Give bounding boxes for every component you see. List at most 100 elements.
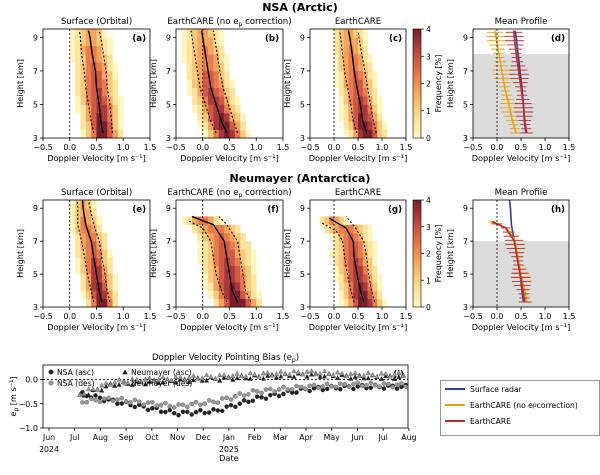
scatter-point [370, 372, 376, 377]
heat-cell [229, 298, 236, 308]
scatter-point [298, 384, 304, 390]
heat-cell [208, 232, 214, 242]
scatter-point [294, 390, 299, 395]
heat-cell [338, 216, 344, 225]
heat-cell [75, 104, 81, 114]
heat-cell [80, 232, 87, 242]
heat-cell [107, 62, 113, 72]
heat-cell [338, 54, 344, 63]
scatter-point [378, 376, 384, 381]
scatter-point [102, 396, 107, 401]
heat-cell [218, 29, 225, 38]
scatter-point [206, 410, 212, 415]
y-tick-label: 5 [166, 100, 171, 109]
heat-cell [218, 104, 225, 114]
heat-cell [75, 265, 81, 275]
heat-cell [234, 224, 241, 234]
heat-cell [250, 249, 257, 258]
heat-cell [348, 298, 354, 308]
legend-item: Surface radar [441, 381, 599, 397]
heat-cell [343, 37, 349, 47]
scatter-point [173, 374, 179, 379]
heat-cell [372, 282, 378, 291]
heat-cell [229, 257, 236, 267]
panel-title: EarthCARE [335, 17, 381, 27]
heat-cell [213, 232, 220, 242]
scatter-point [259, 395, 264, 400]
heat-cell [353, 121, 359, 130]
heat-cell [117, 121, 124, 130]
heat-cell [91, 224, 97, 234]
heat-cell [218, 224, 225, 234]
scatter-point [99, 382, 105, 388]
heat-cell [192, 224, 198, 234]
heat-cell [202, 257, 209, 267]
heat-cell [101, 274, 108, 283]
heat-cell [186, 62, 193, 72]
y-axis-label: Height [km] [445, 59, 455, 108]
heat-cell [329, 216, 335, 225]
x-tick-label: 1.5 [400, 312, 413, 321]
heat-cell [229, 87, 236, 97]
heat-cell [91, 112, 97, 122]
panel-title: Mean Profile [495, 17, 548, 27]
heat-cell [367, 257, 373, 267]
heat-cell [334, 257, 340, 267]
scatter-point [300, 371, 306, 377]
heat-cell [367, 87, 373, 97]
scatter-point [221, 374, 227, 380]
scatter-point [254, 389, 260, 394]
legend-label: Neumayer (des) [131, 379, 192, 388]
heat-cell [213, 274, 220, 283]
heat-cell [319, 216, 325, 225]
heat-cell [192, 104, 198, 114]
heat-cell [197, 121, 204, 130]
x-tick-label: 1.5 [277, 312, 290, 321]
series-line-2 [491, 220, 526, 303]
scatter-point [321, 373, 328, 379]
x-tick-label: 1.5 [144, 143, 157, 152]
heat-cell [96, 87, 103, 97]
heat-cell [107, 257, 113, 267]
scatter-point [202, 410, 208, 416]
heat-cell [250, 265, 257, 275]
heat-cell [362, 265, 368, 275]
median-line [191, 215, 239, 303]
heat-cell [69, 208, 76, 217]
heat-cell [112, 87, 119, 97]
heat-cell [348, 257, 354, 267]
scatter-point [278, 373, 284, 379]
heat-cell [358, 282, 364, 291]
scatter-point [324, 381, 330, 387]
heat-cell [202, 79, 209, 88]
scatter-point [307, 383, 312, 389]
scatter-point [265, 372, 271, 378]
colorbar-label: Frequency [%] [434, 225, 443, 283]
heat-cell [348, 62, 354, 72]
x-tick-label: 0.5 [352, 143, 365, 152]
colorbar-tick-label: 3 [426, 52, 431, 61]
heat-cell [101, 79, 108, 88]
heat-cell [208, 87, 214, 97]
heat-cell [377, 121, 383, 130]
heat-cell [353, 241, 359, 250]
heat-cell [377, 298, 383, 308]
x-tick-label: −0.5 [463, 143, 482, 152]
heat-cell [358, 29, 364, 38]
heat-cell [372, 290, 378, 300]
scatter-point [119, 395, 124, 401]
heat-cell [202, 112, 209, 122]
heat-cell [117, 96, 124, 105]
heat-cell [192, 87, 198, 97]
scatter-point [169, 377, 175, 383]
heat-cell [240, 290, 246, 300]
heat-cell [112, 79, 119, 88]
heat-cell [80, 257, 87, 267]
heat-cell [377, 282, 383, 291]
heat-cell [208, 70, 214, 80]
scatter-point [281, 384, 286, 390]
heat-cell [208, 96, 214, 105]
heat-cell [240, 121, 246, 130]
heat-cell [75, 200, 81, 209]
heat-cell [353, 129, 359, 139]
